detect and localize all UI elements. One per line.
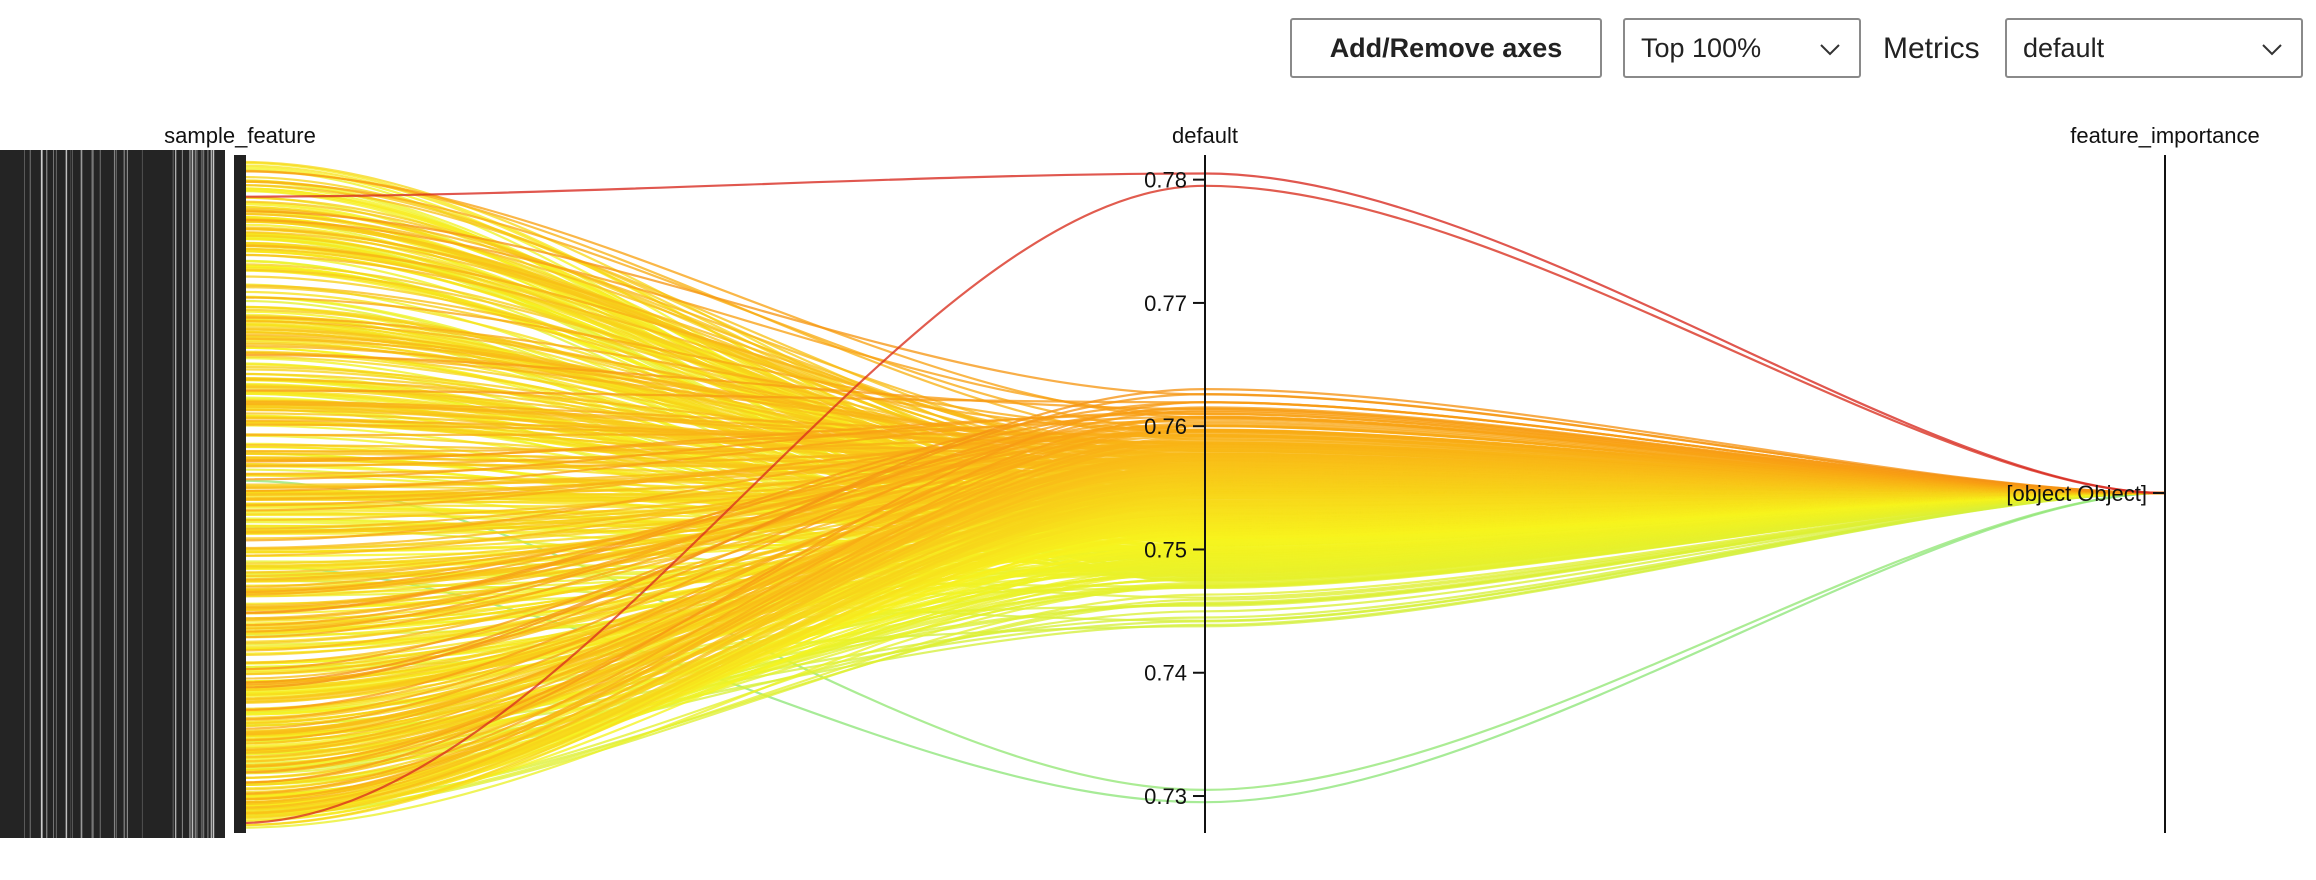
chart-lines	[239, 160, 2166, 829]
tick-label: 0.75	[1144, 537, 1187, 562]
top-percent-value: Top 100%	[1641, 32, 1762, 63]
chevron-down-icon	[1820, 44, 1840, 56]
tick-label: 0.73	[1144, 784, 1187, 809]
axis-feature-importance: feature_importance	[2070, 123, 2260, 833]
axis-title: default	[1172, 123, 1238, 148]
sample-feature-labels-block	[0, 150, 225, 838]
tick-label: 0.78	[1144, 168, 1187, 193]
metrics-label: Metrics	[1883, 32, 1980, 65]
axis-default: default	[1172, 123, 1238, 833]
axis-title: sample_feature	[164, 123, 316, 148]
chevron-down-icon	[2262, 44, 2282, 56]
axis-sample-feature: sample_feature	[164, 123, 316, 833]
data-line	[239, 184, 2166, 825]
tick-label: 0.77	[1144, 291, 1187, 316]
metrics-select[interactable]: default	[2005, 18, 2303, 78]
axis-title: feature_importance	[2070, 123, 2260, 148]
metrics-select-value: default	[2023, 32, 2105, 63]
chart-axes: sample_feature default feature_importance 0…	[164, 123, 2260, 833]
top-percent-select[interactable]: Top 100%	[1623, 18, 1861, 78]
tick-label: 0.74	[1144, 661, 1187, 686]
tick-label: 0.76	[1144, 414, 1187, 439]
sample-feature-category-labels	[0, 150, 225, 838]
toolbar: Add/Remove axes Top 100% Metrics default	[0, 18, 2316, 80]
default-axis-ticks: 0.73 0.74 0.75 0.76 0.77 0.78	[1144, 168, 1205, 809]
category-label: [object Object]	[2006, 481, 2147, 506]
add-remove-axes-button[interactable]: Add/Remove axes	[1290, 18, 1602, 78]
